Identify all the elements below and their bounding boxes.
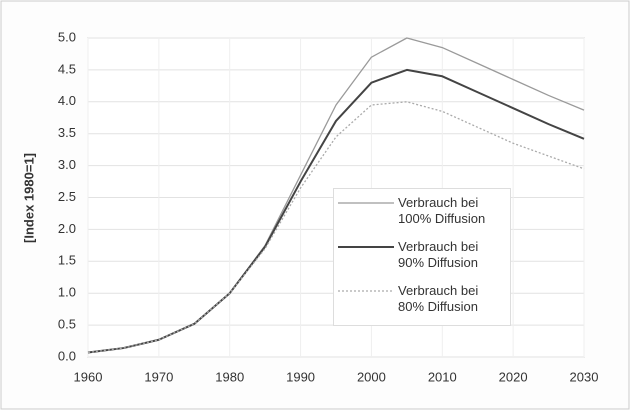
legend-label: Verbrauch bei 90% Diffusion <box>398 239 479 270</box>
x-tick-label: 2020 <box>499 369 528 384</box>
y-tick-label: 0.5 <box>58 317 76 332</box>
y-tick-label: 2.5 <box>58 189 76 204</box>
legend-entry: Verbrauch bei 90% Diffusion <box>334 233 512 277</box>
legend-swatch <box>338 246 394 248</box>
legend-swatch <box>338 290 394 292</box>
legend-label: Verbrauch bei 100% Diffusion <box>398 195 486 226</box>
legend-entry: Verbrauch bei 80% Diffusion <box>334 277 512 321</box>
x-tick-label: 2000 <box>357 369 386 384</box>
legend-label: Verbrauch bei 80% Diffusion <box>398 283 479 314</box>
y-tick-label: 0.0 <box>58 348 76 363</box>
y-tick-label: 4.5 <box>58 61 76 76</box>
y-tick-label: 2.0 <box>58 221 76 236</box>
y-tick-label: 1.5 <box>58 253 76 268</box>
x-tick-label: 1990 <box>286 369 315 384</box>
y-tick-label: 3.5 <box>58 125 76 140</box>
x-tick-label: 2030 <box>570 369 599 384</box>
y-tick-label: 1.0 <box>58 285 76 300</box>
series-line <box>87 101 585 354</box>
x-tick-label: 2010 <box>428 369 457 384</box>
x-tick-label: 1980 <box>215 369 244 384</box>
x-tick-label: 1970 <box>144 369 173 384</box>
y-tick-label: 3.0 <box>58 157 76 172</box>
legend: Verbrauch bei 100% Diffusion Verbrauch be… <box>333 188 511 326</box>
y-tick-label: 5.0 <box>58 29 76 44</box>
x-tick-label: 1960 <box>74 369 103 384</box>
y-tick-label: 4.0 <box>58 93 76 108</box>
legend-entry: Verbrauch bei 100% Diffusion <box>334 189 512 233</box>
legend-swatch <box>338 202 394 204</box>
y-axis-label: [Index 1980=1] <box>21 153 36 243</box>
